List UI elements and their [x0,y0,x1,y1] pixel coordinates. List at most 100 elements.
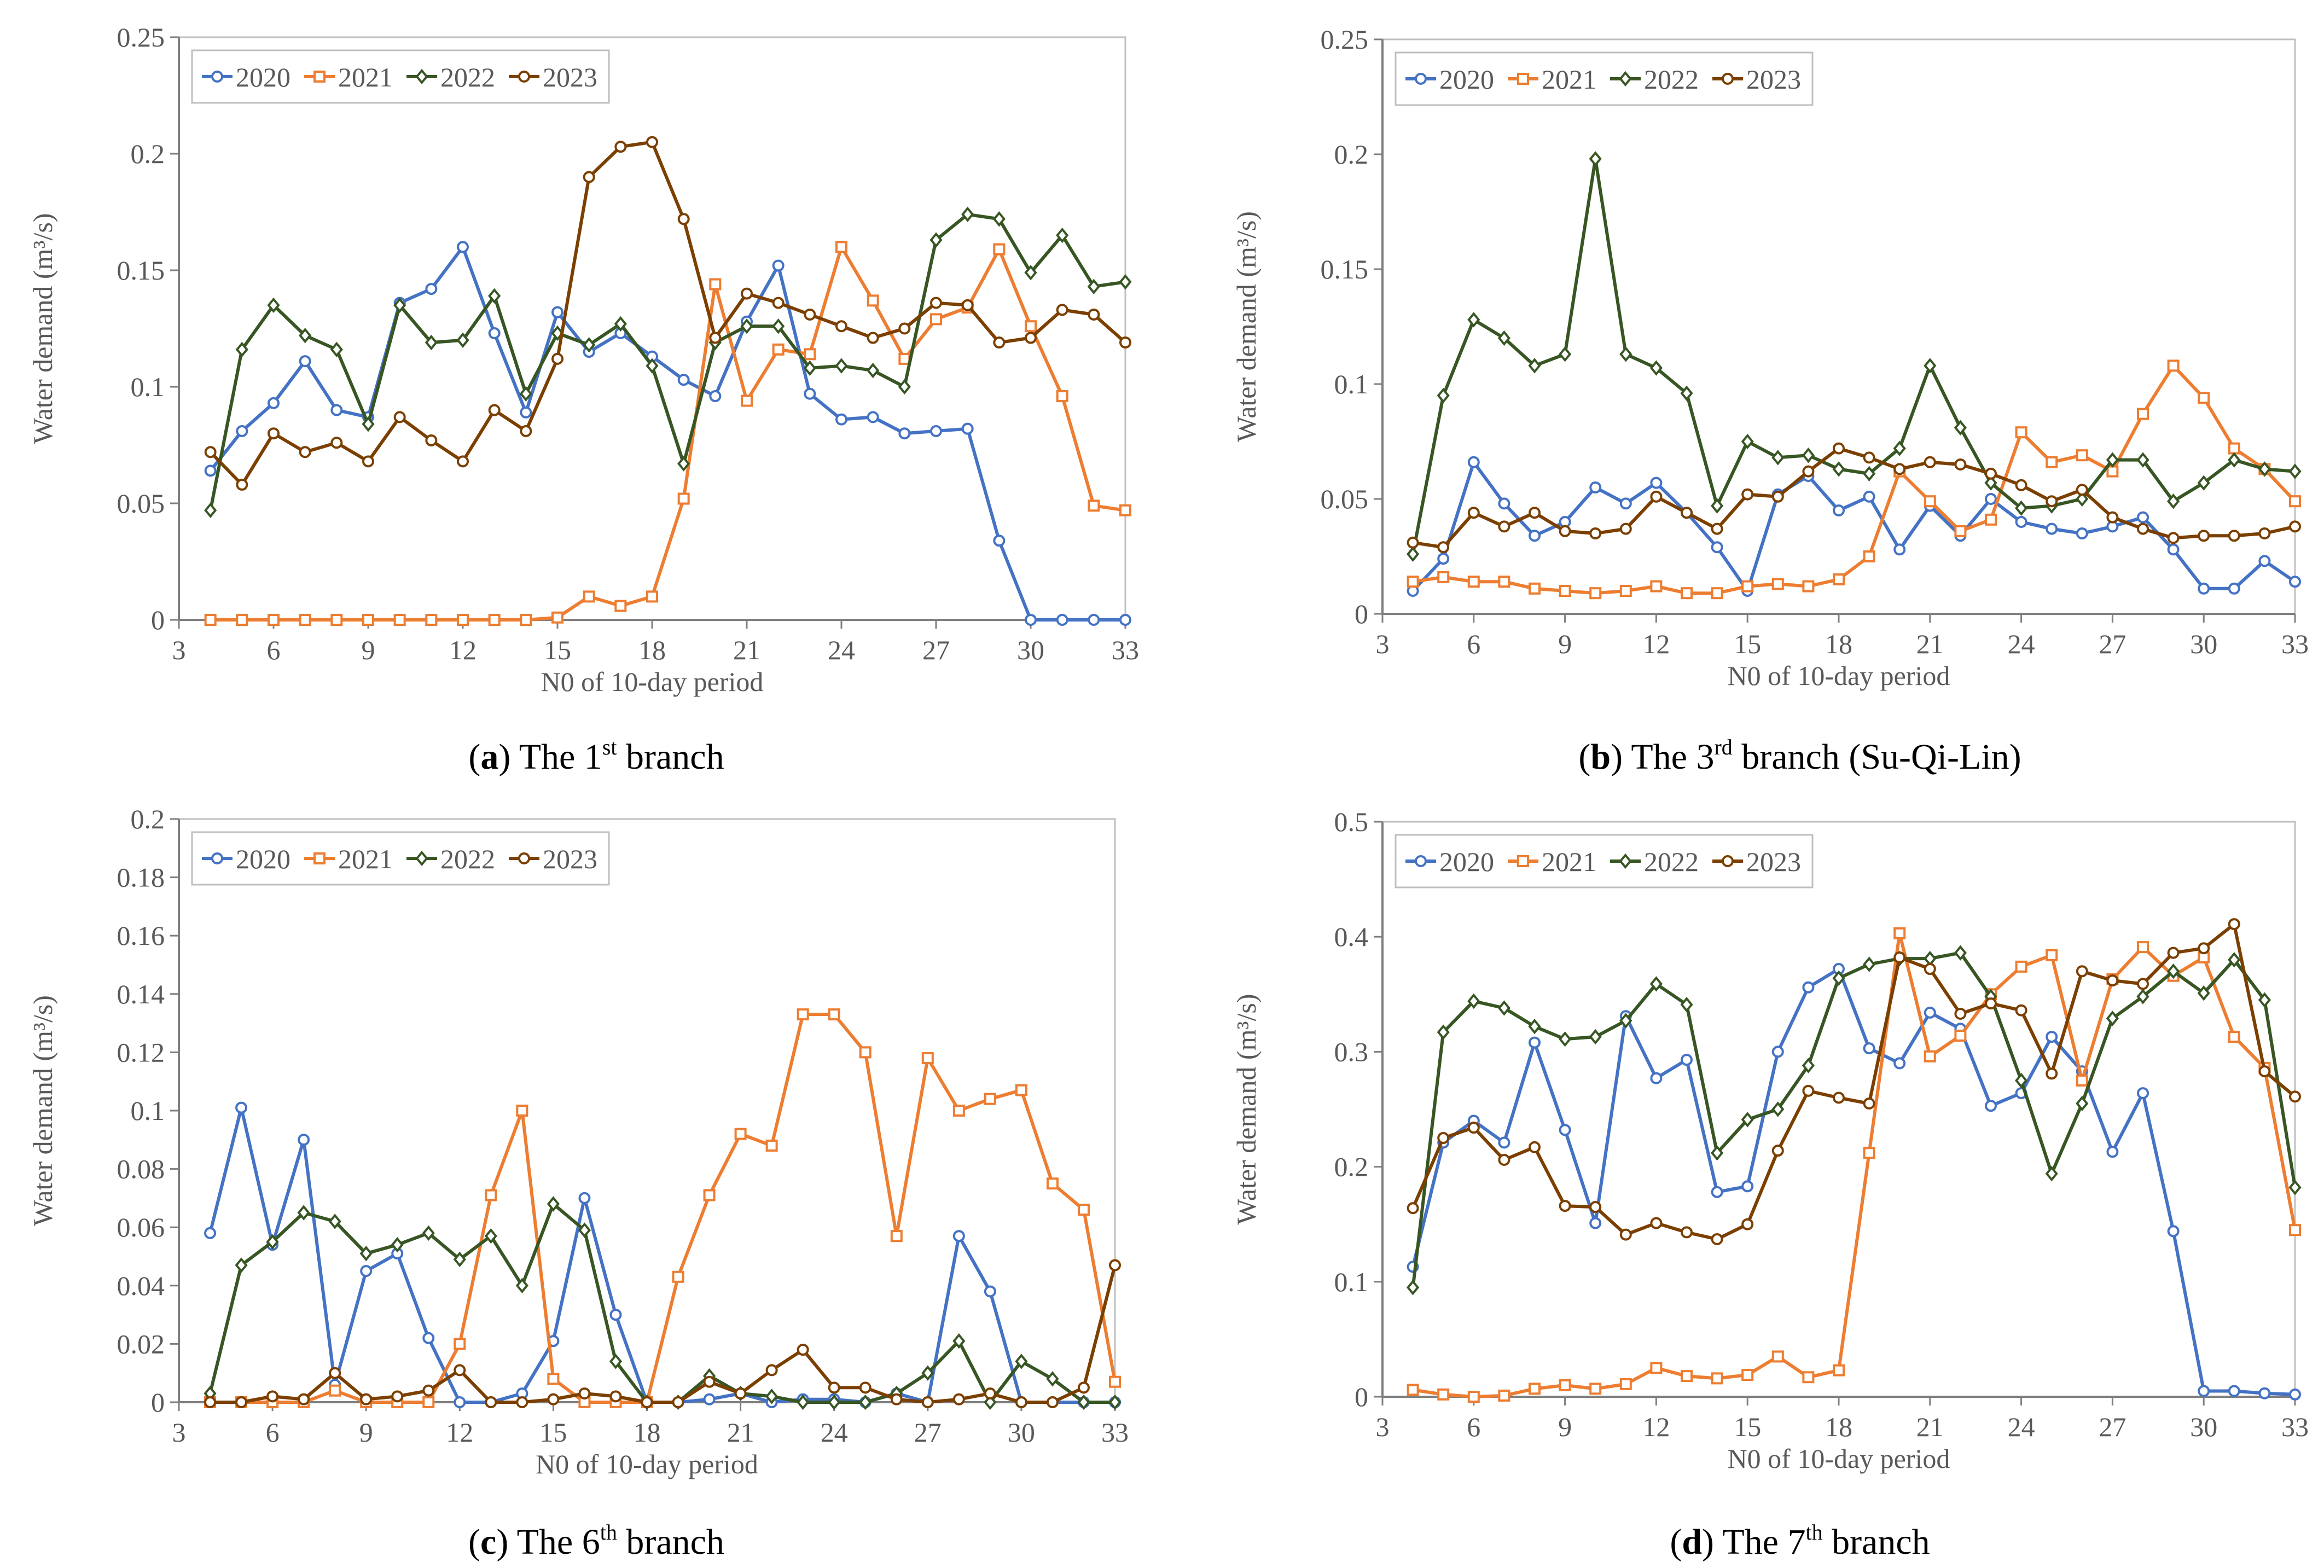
x-tick-label: 6 [266,1417,280,1448]
x-axis-label: N0 of 10-day period [541,666,764,697]
data-point-2023 [609,1390,622,1403]
data-point-2023 [1467,1122,1480,1134]
data-point-2022 [1711,498,1724,514]
x-tick-label: 18 [1825,629,1852,659]
x-tick-label: 18 [1825,1412,1852,1442]
y-tick-label: 0.15 [117,255,165,286]
data-point-2022 [1467,993,1480,1009]
x-tick-label: 21 [733,635,760,665]
data-point-2021 [1741,580,1754,593]
data-point-2020 [772,259,785,272]
data-point-2021 [1437,571,1450,583]
data-point-2022 [1832,970,1845,986]
data-point-2022 [1649,976,1663,992]
data-point-2021 [2015,960,2027,973]
data-point-2020 [454,1396,466,1408]
x-tick-label: 12 [1642,1412,1670,1442]
series-line-2022 [1411,951,2297,1288]
x-axis-label: N0 of 10-day period [1728,660,1950,691]
data-point-2021 [1498,576,1510,588]
y-tick-label: 0.1 [1334,369,1369,399]
data-point-2022 [961,206,974,222]
y-tick-label: 0.25 [117,22,165,53]
data-point-2023 [993,336,1006,349]
data-point-2023 [2198,530,2210,542]
data-point-2021 [867,294,879,307]
legend-marker-2022 [415,68,428,85]
data-point-2021 [516,1105,528,1117]
y-tick-label: 0.1 [131,371,165,402]
x-tick-label: 30 [1008,1417,1035,1448]
data-point-2020 [1893,1057,1906,1070]
series-2020 [1407,963,2301,1401]
data-point-2023 [1924,456,1936,468]
data-point-2021 [890,1230,903,1242]
data-point-2022 [921,1365,934,1381]
data-point-2021 [797,1008,809,1021]
data-point-2023 [1529,507,1541,519]
data-point-2020 [1619,497,1632,510]
legend-label-2023: 2023 [1746,846,1801,877]
y-axis-label: Water demand (m³/s) [1231,994,1262,1225]
legend-marker-2021 [1517,73,1529,85]
data-point-2021 [362,614,374,626]
data-point-2023 [1650,1217,1663,1229]
y-tick-label: 0.15 [1321,254,1369,284]
series-line-2022 [208,212,1126,511]
data-point-2022 [1024,265,1037,281]
data-point-2020 [1498,1136,1510,1149]
data-point-2020 [993,535,1006,547]
data-point-2023 [299,446,311,458]
y-tick-label: 0.3 [1334,1036,1369,1067]
series-line-2020 [208,1106,1115,1404]
data-point-2022 [797,1394,810,1410]
data-point-2022 [1619,346,1632,362]
series-2023 [1407,442,2301,554]
data-point-2021 [1619,1378,1632,1390]
data-point-2021 [741,394,753,407]
data-point-2023 [867,332,879,344]
data-point-2020 [677,374,690,386]
data-point-2023 [677,213,690,225]
legend: 2020 2021 2022 2023 [191,831,610,886]
data-point-2020 [1893,543,1906,556]
x-tick-label: 15 [544,635,571,665]
legend-label-2020: 2020 [236,844,290,874]
data-point-2020 [204,464,217,477]
data-point-2023 [1056,304,1068,316]
data-point-2023 [1437,541,1450,554]
series-line-2023 [1411,922,2296,1241]
data-point-2023 [268,427,280,440]
data-point-2021 [703,1189,716,1201]
data-point-2021 [2137,408,2149,420]
x-tick-label: 21 [727,1417,754,1448]
data-point-2023 [1077,1381,1090,1394]
x-tick-label: 3 [172,1417,186,1448]
data-point-2022 [453,1251,466,1267]
x-tick-label: 15 [539,1417,567,1448]
chart-panel-a: 0 0.05 0.1 0.15 0.2 0.25 3 6 9 12 15 18 21 24 27 30 33 N0… [27,22,1139,777]
data-point-2021 [898,352,911,365]
data-point-2023 [1088,308,1100,321]
data-point-2022 [677,456,690,472]
data-point-2021 [1741,1369,1754,1381]
data-point-2020 [1650,1072,1663,1084]
data-point-2021 [984,1093,996,1105]
x-tick-label: 27 [2099,1412,2126,1442]
data-point-2021 [709,278,722,291]
legend-marker-2022 [415,850,428,867]
data-point-2023 [1559,525,1571,537]
data-point-2023 [828,1381,840,1394]
data-point-2021 [1771,578,1784,590]
panel-caption: (d) The 7th branch [1670,1520,1930,1562]
data-point-2023 [1467,507,1480,519]
data-point-2020 [235,1101,248,1114]
y-tick-label: 0 [1355,599,1368,629]
data-point-2021 [672,1270,684,1283]
data-point-2020 [1985,1100,1997,1112]
data-point-2021 [488,614,501,626]
data-point-2022 [1056,227,1069,243]
y-tick-label: 0.05 [1321,484,1369,514]
x-tick-label: 24 [2008,629,2035,659]
data-point-2022 [1680,997,1693,1013]
